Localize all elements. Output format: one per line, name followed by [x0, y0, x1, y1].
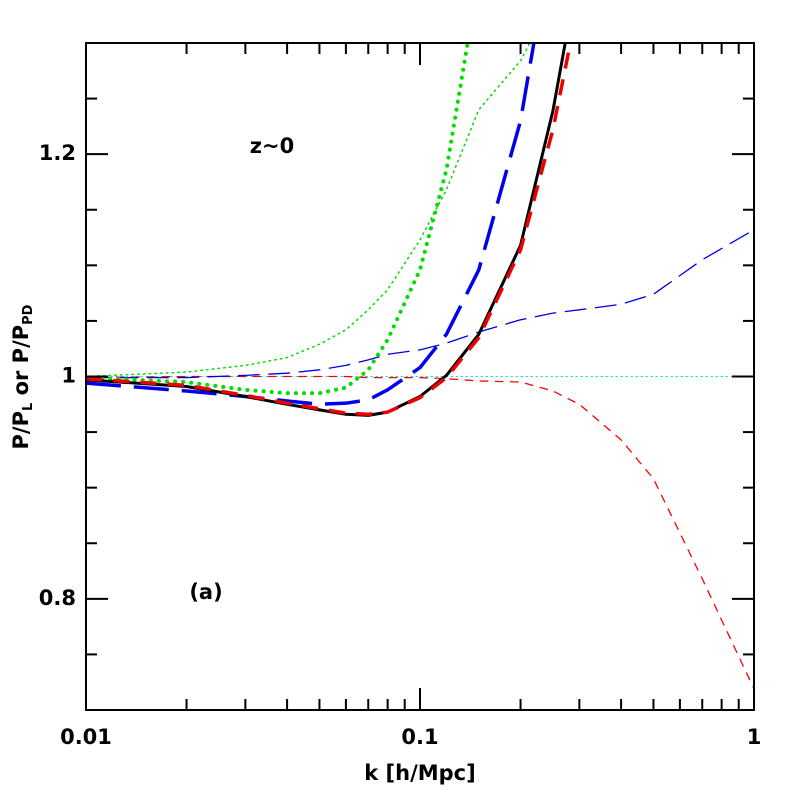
- y-tick-label: 1.2: [39, 141, 76, 165]
- y-label-sub: PD: [21, 304, 36, 325]
- series-line: [86, 43, 470, 396]
- plot-lines: [86, 43, 754, 690]
- series-line: [86, 43, 567, 417]
- y-label-sub: L: [21, 403, 36, 411]
- series-line: [86, 43, 531, 378]
- x-tick-label: 0.1: [401, 725, 438, 749]
- annotation: (a): [189, 580, 222, 604]
- x-tick-label: 1: [747, 725, 762, 749]
- series-line: [86, 43, 573, 417]
- x-axis-label: k [h/Mpc]: [364, 761, 475, 785]
- annotation: z~0: [250, 134, 294, 158]
- y-label-part: P/P: [9, 411, 33, 449]
- y-tick-label: 1: [61, 364, 76, 388]
- series-line: [86, 375, 754, 690]
- y-axis-label: P/PL or P/PPD: [9, 304, 36, 449]
- series-line: [86, 229, 754, 379]
- y-tick-label: 0.8: [39, 586, 76, 610]
- y-label-part: or P/P: [9, 325, 33, 403]
- x-tick-label: 0.01: [60, 725, 112, 749]
